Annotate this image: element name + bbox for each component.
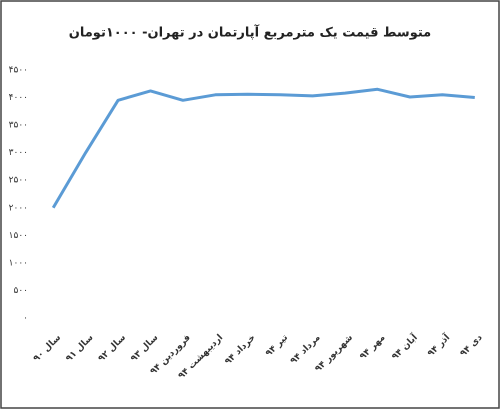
- y-tick-label: ۱۰۰۰: [9, 258, 28, 268]
- y-tick-label: ۲۰۰۰: [9, 203, 28, 213]
- y-tick-label: ۳۰۰۰: [9, 148, 28, 158]
- y-tick-label: ۴۵۰۰: [9, 66, 28, 76]
- y-tick-label: ۵۰۰: [13, 286, 28, 296]
- y-tick-label: ۱۵۰۰: [9, 231, 28, 241]
- y-tick-label: ۲۵۰۰: [9, 176, 28, 186]
- line-series: [51, 87, 475, 209]
- y-tick-label: ۰: [23, 314, 28, 324]
- chart-title: متوسط قیمت یک مترمربع آپارتمان در تهران-…: [69, 24, 431, 41]
- y-tick-label: ۴۰۰۰: [9, 93, 28, 103]
- y-tick-label: ۳۵۰۰: [9, 121, 28, 131]
